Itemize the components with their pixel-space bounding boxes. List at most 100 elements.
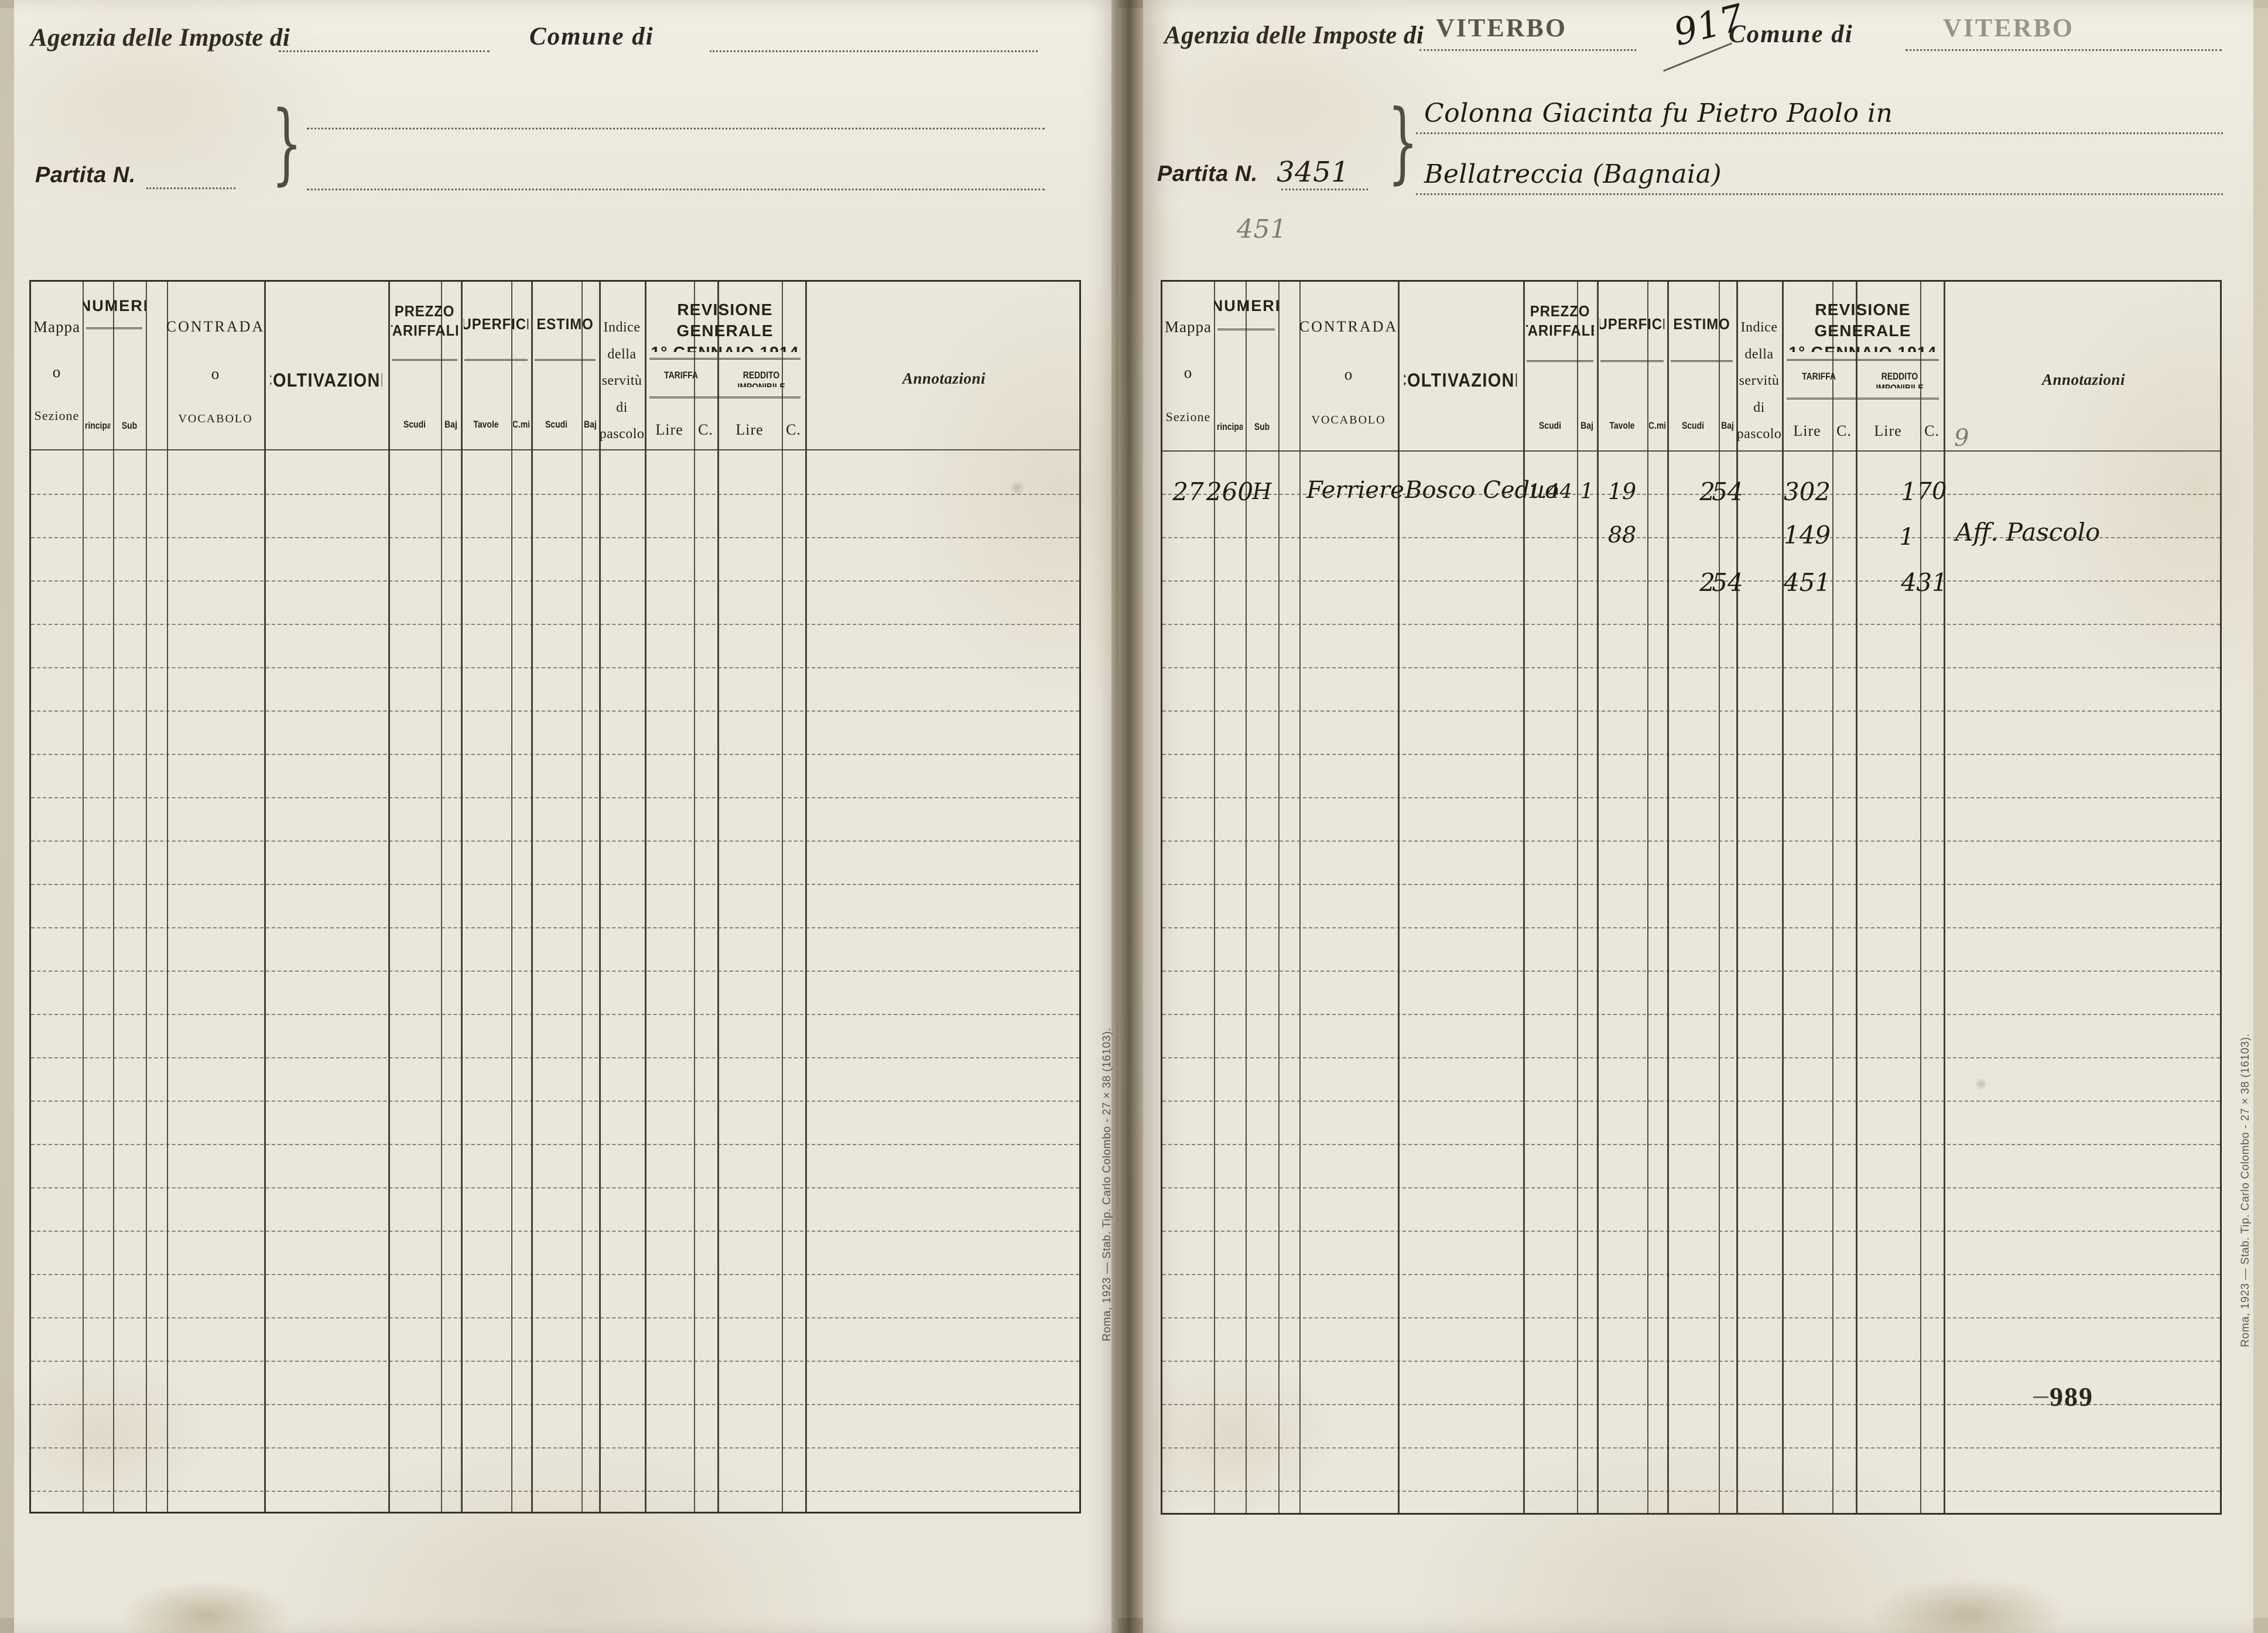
hdr-sup-tavole: Tavole (473, 419, 499, 430)
right-partita-label: Partita N. (1157, 162, 1258, 186)
right-brace: } (1387, 91, 1418, 193)
table-row-rule (1162, 1057, 2220, 1058)
hdr-rev-underline2 (649, 397, 801, 398)
totals-est-scudi: 2 (1699, 568, 1715, 597)
right-owner-rule-1 (1416, 132, 2223, 134)
hdr-sup-underline (464, 359, 528, 361)
right-ledger-table: Mappa o Sezione NUMERI Principali Sub CO… (1161, 280, 2222, 1515)
right-partita-value: 3451 (1277, 156, 1350, 189)
table-row-rule (31, 1144, 1079, 1145)
rhdr-contrada-l3: VOCABOLO (1311, 414, 1386, 426)
table-row-rule (31, 1187, 1079, 1188)
table-row-rule (1162, 754, 2220, 755)
table-row-rule (31, 710, 1079, 712)
rhdr-indice-l5: pascolo (1736, 426, 1782, 442)
hdr-numeri-underline (86, 327, 142, 329)
left-agenzia-rule (279, 50, 490, 52)
right-annotazioni-mark: 9 (1954, 425, 1969, 452)
rhdr-tariffa-lire: Lire (1793, 422, 1821, 439)
hdr-est-underline (535, 359, 596, 361)
table-row-rule (31, 624, 1079, 625)
right-agenzia-rule (1419, 49, 1636, 51)
rhdr-rev-underline2 (1787, 398, 1939, 399)
hdr-tariffa-lire: Lire (655, 421, 683, 438)
row0-mappa: 27 (1172, 477, 1204, 506)
table-row-rule (1162, 971, 2220, 972)
table-row-rule (1162, 1144, 2220, 1145)
table-row-rule (1162, 667, 2220, 668)
hdr-contrada-l1: CONTRADA (167, 318, 264, 335)
rhdr-numeri-group: NUMERI (1214, 297, 1278, 315)
table-row-rule (31, 841, 1079, 842)
hdr-indice-l1: Indice (603, 320, 641, 335)
right-owner-line-1: Colonna Giacinta fu Pietro Paolo in (1424, 98, 1893, 128)
left-comune-label: Comune di (529, 23, 654, 50)
table-row-rule (1162, 1317, 2220, 1318)
hdr-mappa-l3: Sezione (34, 408, 80, 423)
row0-est-scudi: 2 (1699, 477, 1715, 506)
rhdr-sup-underline (1600, 360, 1664, 362)
table-row-rule (1162, 580, 2220, 582)
row1-tariffa-lire: 149 (1783, 520, 1831, 549)
table-row-rule (31, 1447, 1079, 1448)
table-row-rule (31, 1361, 1079, 1362)
rhdr-indice-l2: della (1744, 346, 1774, 362)
table-row-rule (31, 1317, 1079, 1318)
hdr-contrada-l3: VOCABOLO (178, 412, 253, 425)
hdr-tariffa-c: C. (698, 421, 713, 438)
rhdr-tariffa-c: C. (1836, 422, 1852, 439)
table-row-rule (1162, 927, 2220, 928)
table-row-rule (31, 537, 1079, 538)
totals-tariffa-lire: 451 (1783, 568, 1831, 597)
table-row-rule (31, 580, 1079, 582)
hdr-reddito-c: C. (786, 421, 801, 438)
row0-coltivazione: Bosco Ceduo (1405, 477, 1559, 504)
rhdr-prezzo-tariffale: PREZZO TARIFFALE (1526, 302, 1594, 339)
totals-est-baj: 54 (1712, 568, 1743, 597)
table-row-rule (1162, 1101, 2220, 1102)
row1-annotazioni: Aff. Pascolo (1955, 517, 2101, 546)
rhdr-est-scudi: Scudi (1682, 420, 1704, 431)
hdr-prezzo-tariffale: PREZZO TARIFFALE (391, 302, 458, 339)
row0-indice (1736, 475, 1782, 508)
rhdr-indice-l4: di (1753, 399, 1765, 415)
rhdr-indice-l1: Indice (1740, 320, 1778, 335)
rhdr-numeri-principali: Principali (1216, 421, 1243, 432)
desk-edge-left (0, 0, 15, 1633)
row0-reddito-c: 70 (1917, 478, 1947, 505)
hdr-rev-tariffa: TARIFFA (664, 370, 698, 381)
hdr-pt-baj: Baj (444, 419, 457, 430)
page-number: 989 (2050, 1382, 2093, 1412)
table-row-rule (31, 1101, 1079, 1102)
rhdr-revisione-l1: REVISIONE GENERALE (1814, 300, 1911, 340)
left-partita-label: Partita N. (35, 163, 136, 187)
rhdr-pt-baj: Baj (1581, 420, 1593, 431)
hdr-est-baj: Baj (584, 419, 597, 430)
rhdr-mappa-l3: Sezione (1165, 409, 1211, 424)
table-row-rule (31, 754, 1079, 755)
row0-tariffa-lire: 302 (1783, 477, 1831, 506)
table-row-rule (1162, 1014, 2220, 1015)
row0-sup-tavole: 19 (1607, 479, 1637, 504)
hdr-annotazioni: Annotazioni (902, 370, 986, 387)
totals-rev-lire: 4 (1901, 568, 1917, 597)
rhdr-numeri-underline (1217, 329, 1275, 330)
hdr-indice-l4: di (616, 399, 628, 415)
table-row-rule (1162, 624, 2220, 625)
row1-sup-tavole: 88 (1607, 522, 1637, 548)
table-row-rule (1162, 1447, 2220, 1448)
table-row-rule (1162, 710, 2220, 712)
rhdr-rev-underline (1787, 359, 1939, 361)
left-comune-rule (710, 50, 1038, 52)
hdr-coltivazione: COLTIVAZIONE (271, 370, 382, 391)
table-row-rule (31, 1057, 1079, 1058)
hdr-numeri-principali: Principali (85, 420, 111, 431)
table-row-rule (1162, 494, 2220, 495)
table-row-rule (1162, 841, 2220, 842)
table-row-rule (31, 1491, 1079, 1492)
left-partita-rule (146, 187, 235, 189)
table-row-rule (31, 1404, 1079, 1405)
hdr-revisione-l1: REVISIONE GENERALE (676, 300, 774, 340)
rhdr-pt-underline (1527, 360, 1593, 362)
left-page: Agenzia delle Imposte di Comune di Parti… (14, 0, 1118, 1633)
